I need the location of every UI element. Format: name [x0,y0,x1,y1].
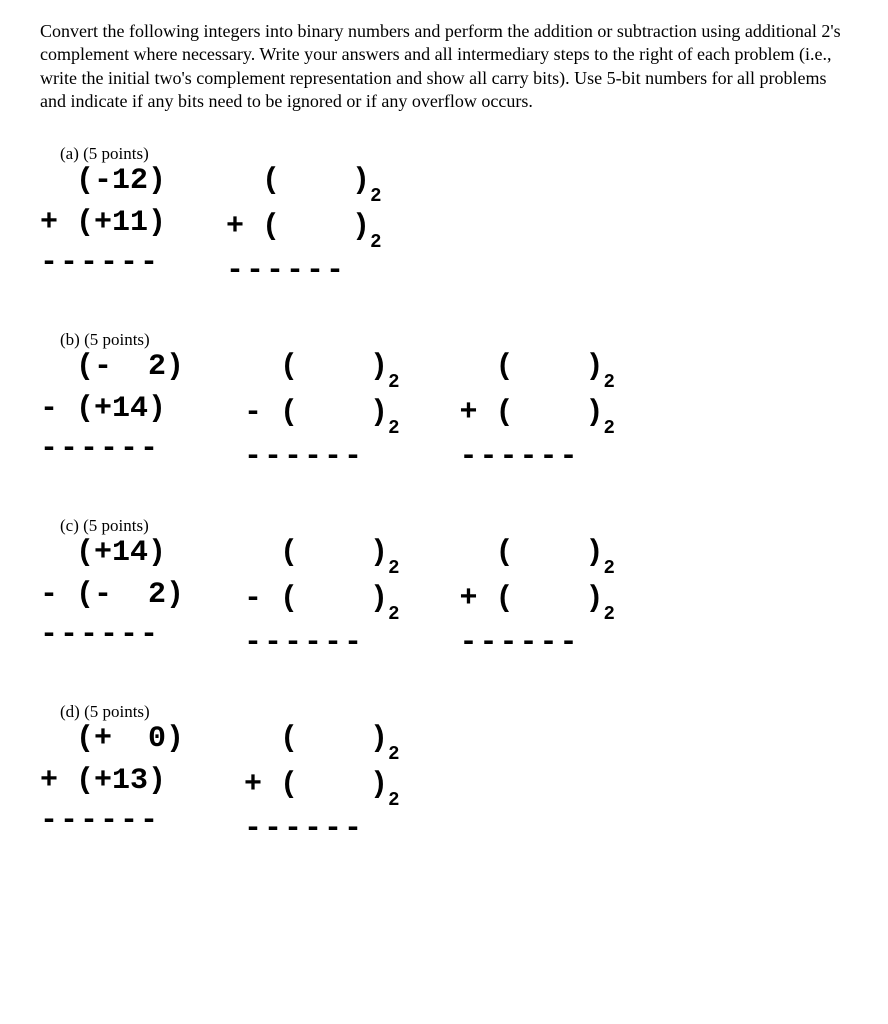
operand-1: (- 2) [40,352,184,382]
decimal-column: (+ 0) + (+13) ------ [40,724,184,830]
binary-column: ( )2 + ( )2 ------ [459,352,614,466]
operand-1: ( )2 [459,538,614,572]
problem-label: (b) (5 points) [60,330,848,350]
operand-1: (-12) [40,166,166,196]
binary-column: ( )2 + ( )2 ------ [459,538,614,652]
problem-label: (c) (5 points) [60,516,848,536]
operand-2: - ( )2 [244,398,399,432]
operand-1: ( )2 [244,724,399,758]
divider-dashes: ------ [459,634,614,652]
divider-dashes: ------ [459,448,614,466]
problem-label: (a) (5 points) [60,144,848,164]
problem-row: (-12) + (+11) ------ ( )2 + ( )2 ------ [40,166,848,280]
divider-dashes: ------ [40,626,184,644]
problem: (c) (5 points) (+14) - (- 2) ------ ( )2 - … [40,516,848,652]
problems-container: (a) (5 points) (-12) + (+11) ------ ( )2 + … [40,144,848,838]
binary-column: ( )2 - ( )2 ------ [244,352,399,466]
operand-1: (+ 0) [40,724,184,754]
operand-2: + ( )2 [459,584,614,618]
divider-dashes: ------ [40,440,184,458]
binary-column: ( )2 - ( )2 ------ [244,538,399,652]
decimal-column: (-12) + (+11) ------ [40,166,166,272]
operand-2: - (- 2) [40,580,184,610]
operand-2: + (+11) [40,208,166,238]
problem-label: (d) (5 points) [60,702,848,722]
decimal-column: (- 2) - (+14) ------ [40,352,184,458]
divider-dashes: ------ [40,812,184,830]
problem: (b) (5 points) (- 2) - (+14) ------ ( )2 - … [40,330,848,466]
operand-2: + ( )2 [226,212,381,246]
operand-1: ( )2 [226,166,381,200]
binary-column: ( )2 + ( )2 ------ [226,166,381,280]
divider-dashes: ------ [40,254,166,272]
operand-1: ( )2 [459,352,614,386]
divider-dashes: ------ [226,262,381,280]
binary-column: ( )2 + ( )2 ------ [244,724,399,838]
operand-2: + (+13) [40,766,184,796]
problem: (a) (5 points) (-12) + (+11) ------ ( )2 + … [40,144,848,280]
divider-dashes: ------ [244,820,399,838]
operand-1: (+14) [40,538,184,568]
divider-dashes: ------ [244,634,399,652]
operand-2: + ( )2 [244,770,399,804]
problem-row: (+14) - (- 2) ------ ( )2 - ( )2 ------ ( )2… [40,538,848,652]
operand-1: ( )2 [244,538,399,572]
problem: (d) (5 points) (+ 0) + (+13) ------ ( )2 + … [40,702,848,838]
operand-1: ( )2 [244,352,399,386]
decimal-column: (+14) - (- 2) ------ [40,538,184,644]
divider-dashes: ------ [244,448,399,466]
operand-2: - (+14) [40,394,184,424]
operand-2: - ( )2 [244,584,399,618]
problem-row: (- 2) - (+14) ------ ( )2 - ( )2 ------ ( )2… [40,352,848,466]
instructions-text: Convert the following integers into bina… [40,20,848,114]
operand-2: + ( )2 [459,398,614,432]
problem-row: (+ 0) + (+13) ------ ( )2 + ( )2 ------ [40,724,848,838]
